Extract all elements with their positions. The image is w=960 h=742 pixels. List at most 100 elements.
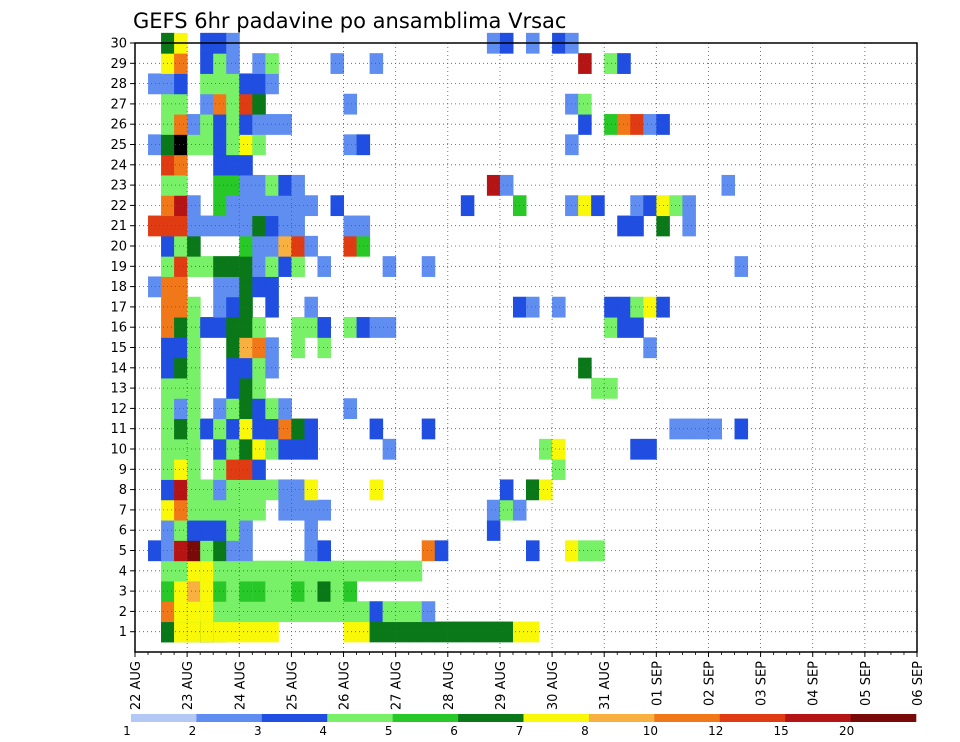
- x-tick-label: 28 AUG: [442, 661, 457, 710]
- heatmap-cell: [630, 317, 644, 338]
- heatmap-cell: [265, 276, 279, 298]
- heatmap-cell: [630, 296, 644, 318]
- colorbar-swatch: [131, 714, 197, 722]
- heatmap-cell: [239, 73, 253, 95]
- heatmap-cell: [278, 560, 292, 582]
- heatmap-cell: [226, 73, 240, 95]
- y-tick-label: 1: [119, 625, 127, 640]
- heatmap-cell: [526, 621, 540, 643]
- heatmap-cell: [343, 215, 358, 237]
- heatmap-cell: [239, 357, 253, 379]
- heatmap-cell: [174, 317, 188, 338]
- heatmap-cell: [539, 479, 553, 501]
- heatmap-cell: [174, 357, 188, 379]
- heatmap-cell: [265, 114, 279, 135]
- heatmap-cell: [187, 540, 201, 562]
- heatmap-cell: [187, 520, 201, 541]
- heatmap-cell: [291, 560, 305, 582]
- heatmap-cell: [382, 256, 397, 277]
- heatmap-cell: [187, 337, 201, 359]
- y-tick-label: 28: [110, 77, 127, 92]
- heatmap-cell: [669, 418, 683, 440]
- heatmap-cell: [187, 134, 201, 156]
- heatmap-cell: [187, 296, 201, 318]
- colorbar-swatch: [327, 714, 393, 722]
- heatmap-cell: [226, 601, 240, 623]
- colorbar-swatch: [458, 714, 524, 722]
- heatmap-cell: [239, 459, 253, 480]
- y-tick-label: 25: [110, 138, 127, 153]
- heatmap-cell: [291, 174, 305, 196]
- heatmap-cell: [499, 621, 514, 643]
- heatmap-cell: [291, 580, 305, 602]
- heatmap-cell: [317, 601, 331, 623]
- heatmap-cell: [200, 520, 214, 541]
- heatmap-cell: [174, 601, 188, 623]
- colorbar-legend: 1 2 3 4 5 6 7 8 10 12 15 20: [123, 714, 917, 738]
- y-tick-label: 18: [110, 280, 127, 295]
- heatmap-cell: [499, 479, 514, 501]
- heatmap-cell: [239, 235, 253, 257]
- x-tick-label: 31 AUG: [598, 661, 613, 710]
- heatmap-cell: [278, 601, 292, 623]
- heatmap-cell: [317, 540, 331, 562]
- heatmap-cell: [239, 296, 253, 318]
- heatmap-cell: [265, 235, 279, 257]
- heatmap-cell: [226, 398, 240, 420]
- heatmap-cell: [187, 459, 201, 480]
- heatmap-cell: [239, 154, 253, 176]
- y-tick-label: 27: [110, 97, 127, 112]
- heatmap-cell: [265, 53, 279, 74]
- heatmap-cell: [239, 479, 253, 501]
- heatmap-cell: [226, 357, 240, 379]
- heatmap-cell: [330, 195, 345, 217]
- y-tick-label: 9: [119, 463, 127, 478]
- heatmap-cell: [174, 560, 188, 582]
- heatmap-cell: [200, 479, 214, 501]
- heatmap-cell: [239, 601, 253, 623]
- heatmap-cell: [174, 235, 188, 257]
- heatmap-cell: [317, 580, 331, 602]
- heatmap-cell: [148, 276, 162, 298]
- heatmap-cell: [343, 560, 358, 582]
- heatmap-cell: [187, 499, 201, 521]
- y-tick-label: 4: [119, 564, 127, 579]
- heatmap-cell: [148, 134, 162, 156]
- heatmap-cell: [317, 499, 331, 521]
- colorbar-swatch: [588, 714, 655, 722]
- heatmap-cell: [226, 479, 240, 501]
- heatmap-cell: [369, 53, 384, 74]
- heatmap-cell: [278, 499, 292, 521]
- heatmap-cell: [174, 296, 188, 318]
- heatmap-cell: [226, 520, 240, 541]
- heatmap-cell: [421, 540, 436, 562]
- heatmap-cell: [200, 93, 214, 115]
- y-tick-label: 3: [119, 585, 127, 600]
- heatmap-cell: [343, 93, 358, 115]
- heatmap-cell: [200, 114, 214, 135]
- heatmap-cell: [187, 418, 201, 440]
- heatmap-cell: [265, 479, 279, 501]
- heatmap-cell: [552, 296, 566, 318]
- x-tick-label: 22 AUG: [129, 661, 144, 710]
- x-tick-label: 29 AUG: [494, 661, 509, 710]
- y-tick-label: 19: [110, 260, 127, 275]
- heatmap-cell: [604, 296, 618, 318]
- heatmap-cell: [239, 540, 253, 562]
- heatmap-cell: [174, 540, 188, 562]
- heatmap-cell: [200, 580, 214, 602]
- y-tick-label: 5: [119, 544, 127, 559]
- heatmap-cell: [226, 114, 240, 135]
- y-tick-label: 12: [110, 402, 127, 417]
- heatmap-cell: [291, 418, 305, 440]
- heatmap-cell: [226, 215, 240, 237]
- heatmap-cell: [669, 195, 683, 217]
- heatmap-cell: [187, 377, 201, 399]
- heatmap-cell: [317, 337, 331, 359]
- colorbar-label: 3: [254, 724, 262, 738]
- heatmap-cell: [265, 256, 279, 277]
- heatmap-cell: [174, 520, 188, 541]
- heatmap-cell: [226, 296, 240, 318]
- heatmap-cell: [330, 560, 345, 582]
- y-tick-label: 15: [110, 341, 127, 356]
